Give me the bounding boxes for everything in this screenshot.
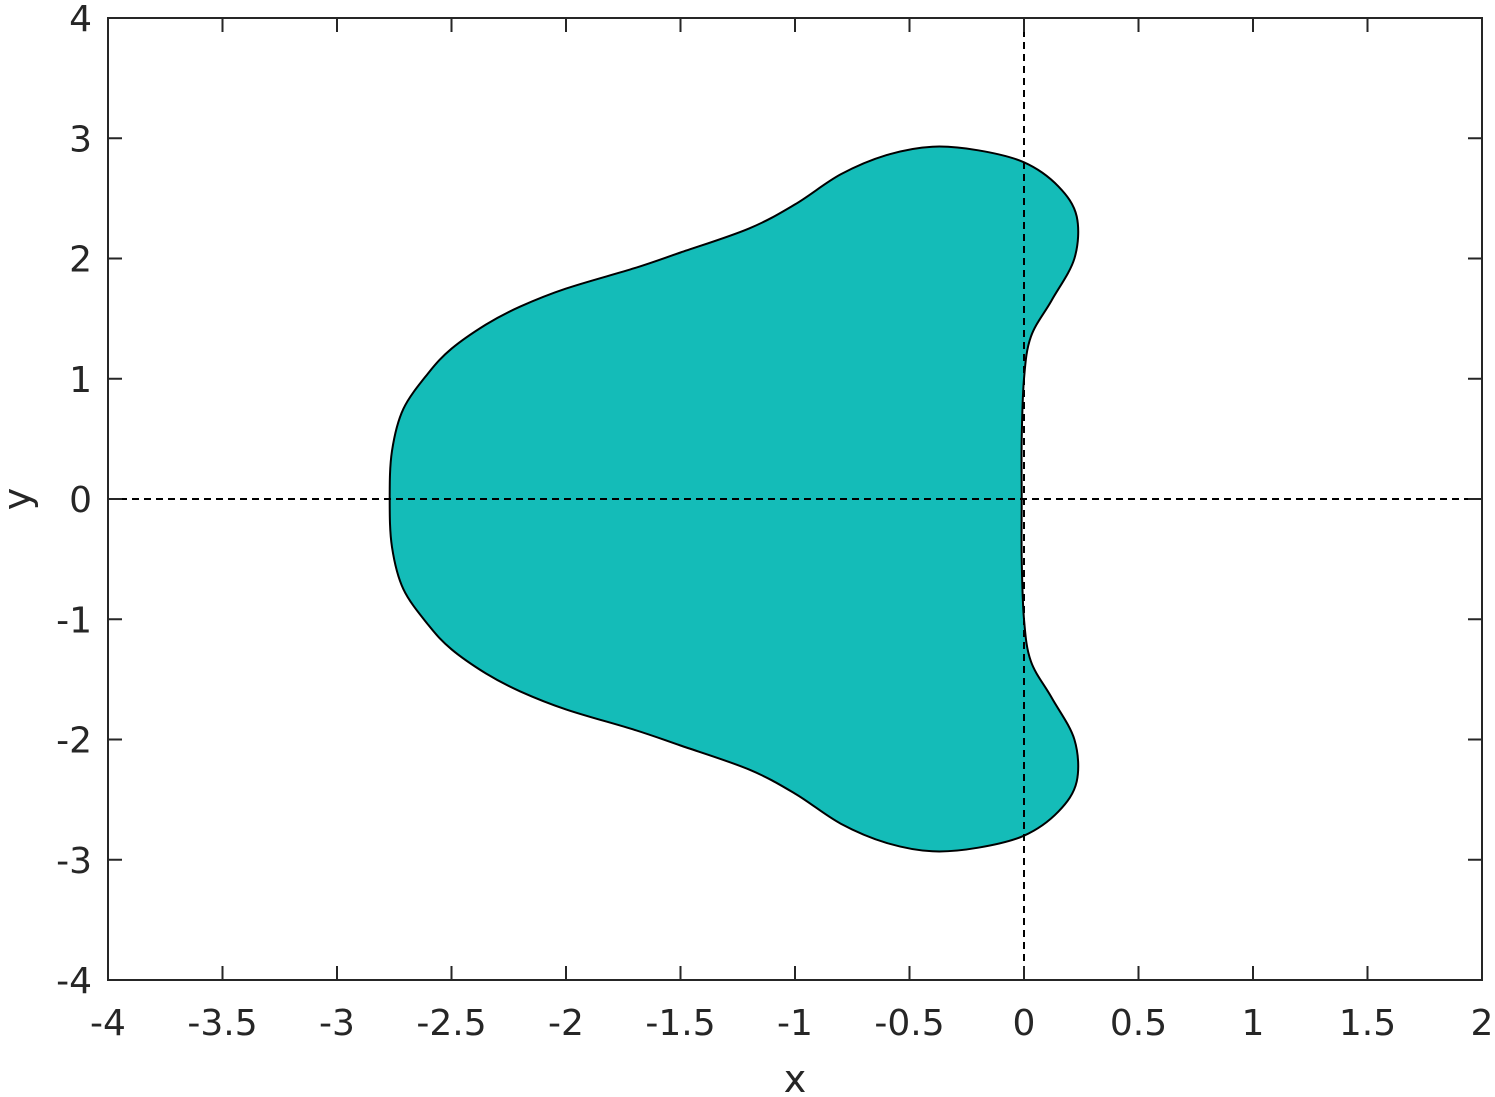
y-tick-label: 4 [69, 0, 92, 40]
x-tick-label: 1.5 [1339, 1003, 1396, 1044]
y-tick-label: 1 [69, 360, 92, 401]
x-tick-label: -4 [90, 1003, 126, 1044]
reference-lines [108, 18, 1482, 980]
y-tick-label: 2 [69, 240, 92, 281]
x-tick-label: -2 [548, 1003, 584, 1044]
y-tick-label: -2 [56, 721, 92, 762]
x-tick-label: -1 [777, 1003, 813, 1044]
x-tick-label: -3 [319, 1003, 355, 1044]
tick-labels: -4 -3.5 -3 -2.5 -2 -1.5 -1 -0.5 0 0.5 1 1.5 2 -4 -3 -2 -… [56, 0, 1493, 1044]
y-tick-label: -4 [56, 961, 92, 1002]
x-tick-label: -2.5 [416, 1003, 486, 1044]
x-tick-label: -0.5 [874, 1003, 944, 1044]
axis-ticks [107, 17, 1483, 981]
x-tick-label: 0.5 [1110, 1003, 1167, 1044]
y-tick-label: 3 [69, 119, 92, 160]
x-tick-label: 2 [1471, 1003, 1494, 1044]
x-tick-label: 0 [1013, 1003, 1036, 1044]
y-tick-label: -1 [56, 600, 92, 641]
x-tick-label: 1 [1242, 1003, 1265, 1044]
x-axis-label: x [784, 1057, 807, 1097]
x-tick-label: -1.5 [645, 1003, 715, 1044]
y-tick-label: -3 [56, 841, 92, 882]
x-tick-label: -3.5 [187, 1003, 257, 1044]
y-tick-label: 0 [69, 480, 92, 521]
y-axis-label: y [0, 488, 39, 511]
